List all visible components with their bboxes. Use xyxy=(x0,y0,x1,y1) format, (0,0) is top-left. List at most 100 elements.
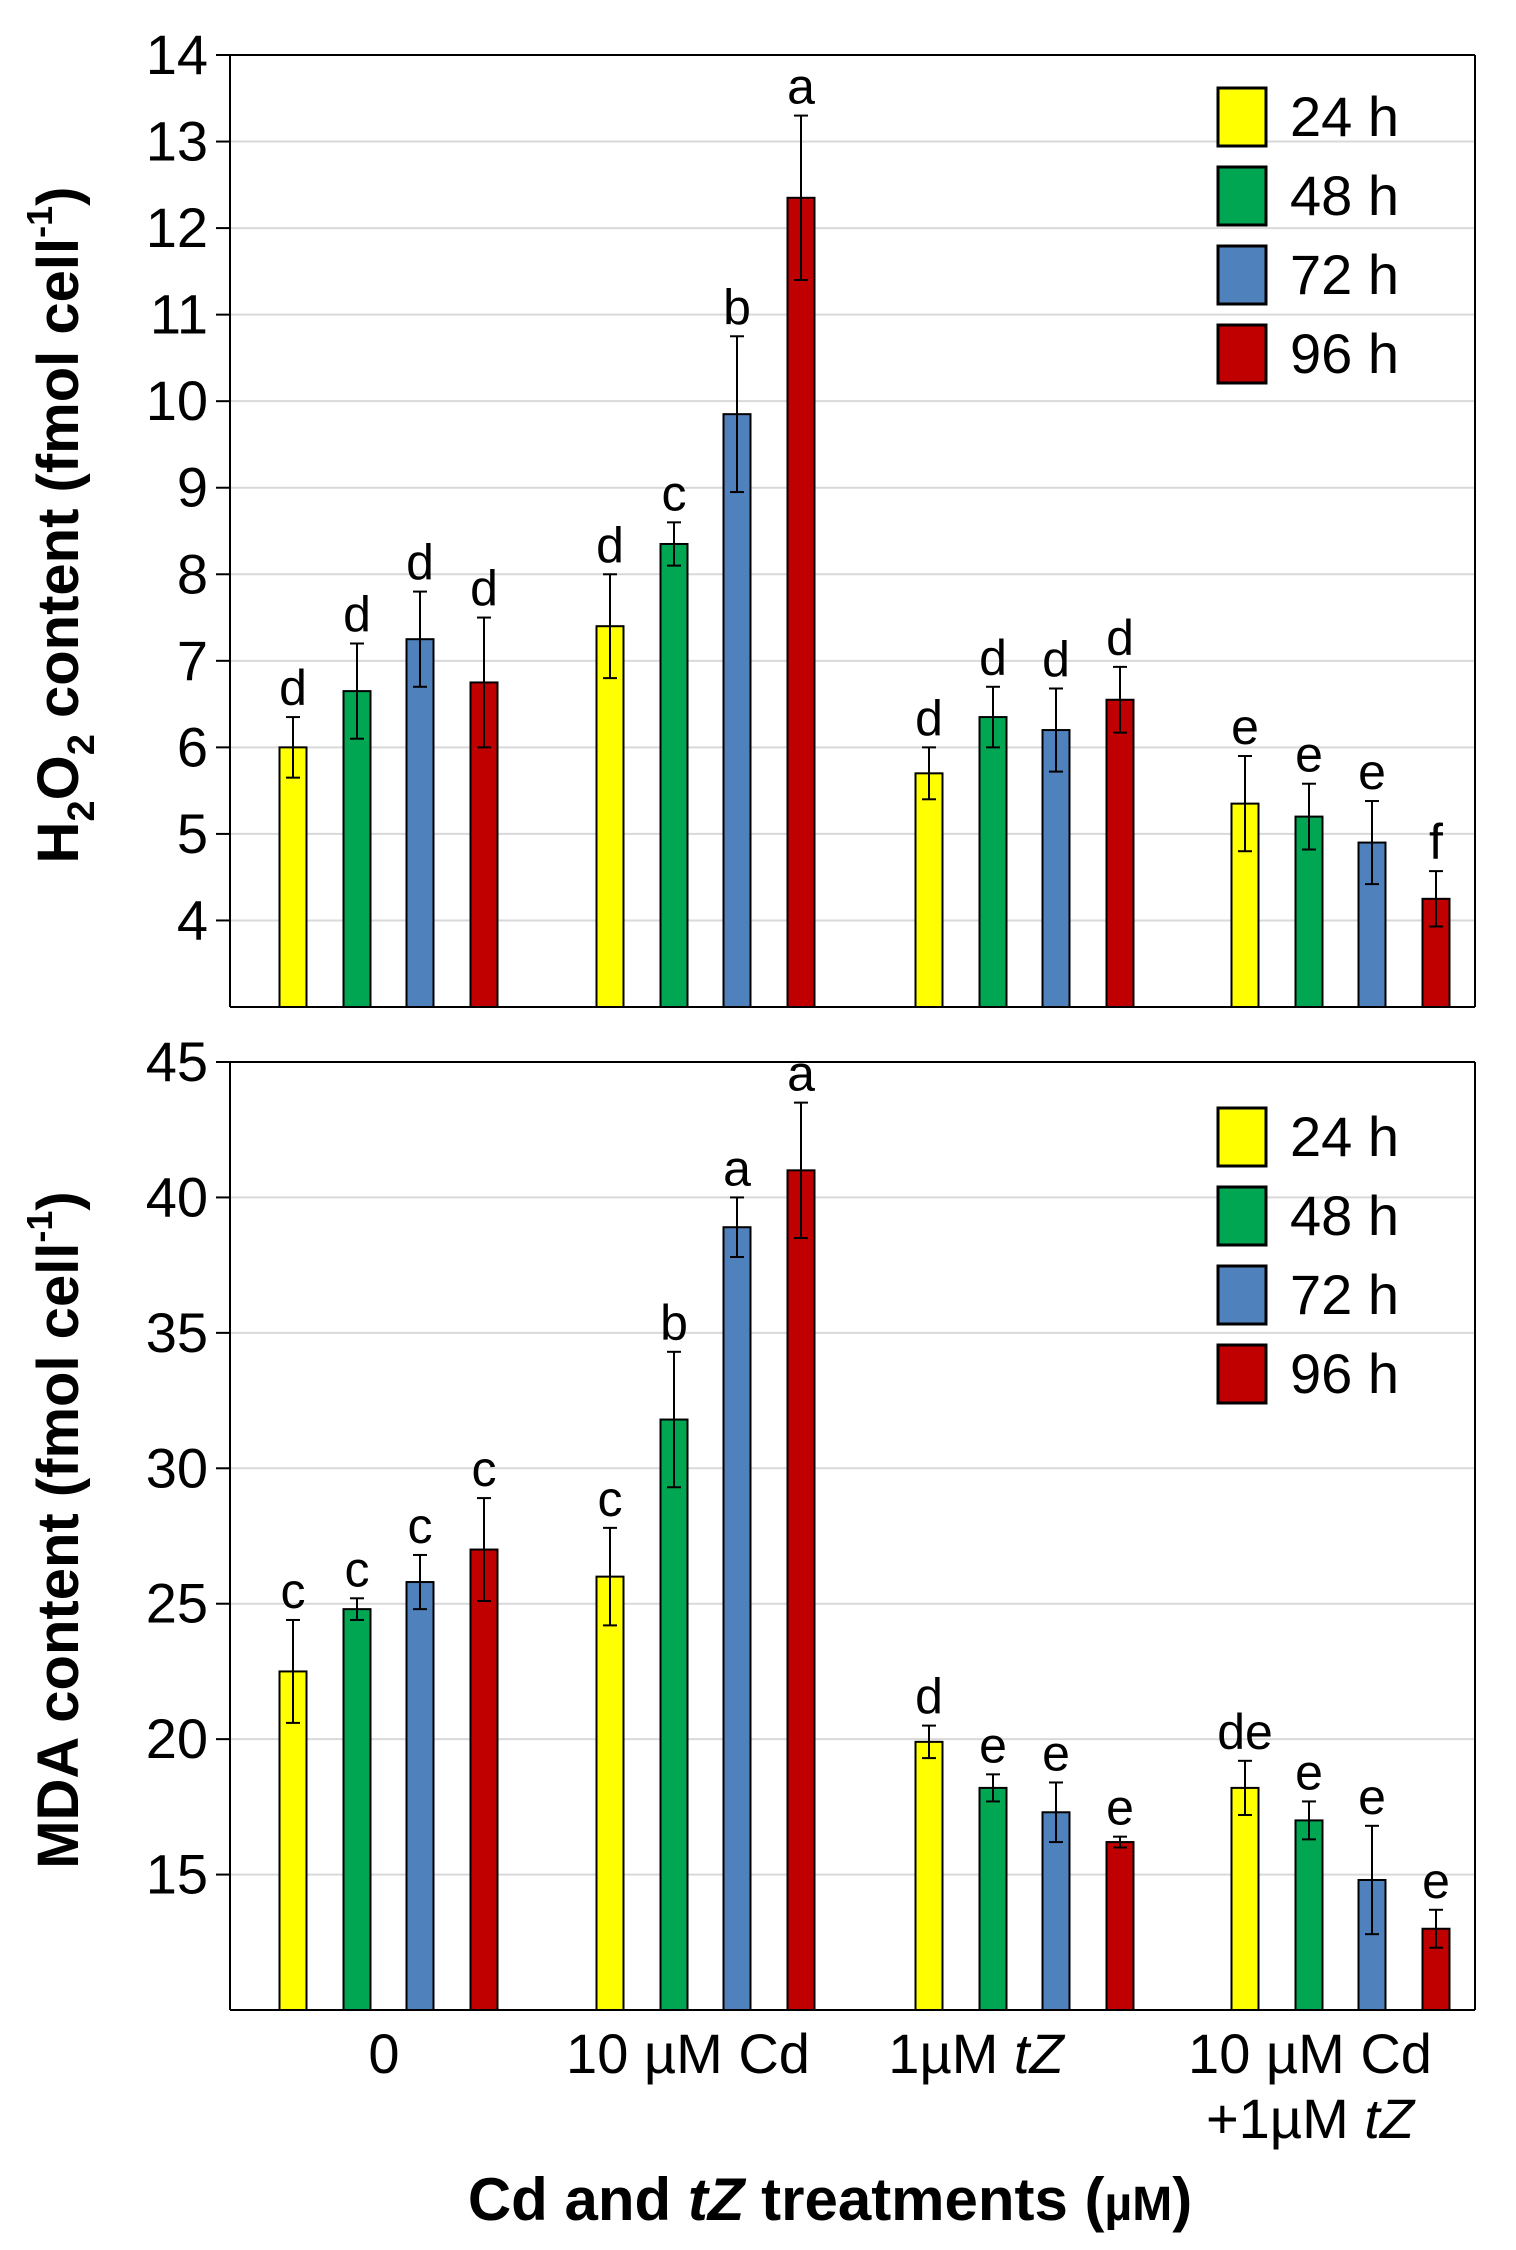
y-tick-label: 25 xyxy=(146,1572,208,1635)
significance-label: e xyxy=(1422,1853,1450,1909)
significance-label: d xyxy=(406,535,434,591)
significance-label: c xyxy=(408,1498,433,1554)
y-tick-label: 20 xyxy=(146,1707,208,1770)
significance-label: e xyxy=(1042,1725,1070,1781)
y-tick-label: 30 xyxy=(146,1436,208,1499)
significance-label: d xyxy=(1106,610,1134,666)
significance-label: e xyxy=(1295,727,1323,783)
y-tick-label: 8 xyxy=(177,542,208,605)
bar xyxy=(914,1740,944,2011)
legend-swatch xyxy=(1216,1185,1268,1247)
bar xyxy=(978,1786,1008,2011)
y-tick-label: 40 xyxy=(146,1165,208,1228)
significance-label: d xyxy=(979,630,1007,686)
y-tick-label: 11 xyxy=(150,283,208,346)
significance-label: d xyxy=(1042,632,1070,688)
bar xyxy=(342,690,372,1008)
significance-label: f xyxy=(1429,814,1443,870)
bar xyxy=(1230,1786,1260,2011)
significance-label: a xyxy=(723,1140,751,1196)
legend-swatch xyxy=(1216,244,1268,306)
category-label-3-line2: +1µM tZ xyxy=(1206,2087,1416,2150)
legend-swatch xyxy=(1216,1264,1268,1326)
bar xyxy=(278,746,308,1008)
bar xyxy=(1105,1841,1135,2012)
bar xyxy=(978,716,1008,1009)
significance-label: c xyxy=(345,1541,370,1597)
bar xyxy=(1294,1819,1324,2012)
category-label-1: 10 µM Cd xyxy=(566,2022,810,2085)
legend-label: 72 h xyxy=(1290,1263,1399,1326)
bar xyxy=(405,1581,435,2011)
bar xyxy=(595,1575,625,2011)
significance-label: c xyxy=(598,1471,623,1527)
legend-label: 48 h xyxy=(1290,1184,1399,1247)
significance-label: a xyxy=(787,59,815,115)
bar xyxy=(1041,1811,1071,2011)
legend-swatch xyxy=(1216,323,1268,385)
legend-swatch xyxy=(1216,165,1268,227)
significance-label: e xyxy=(1358,1769,1386,1825)
bar xyxy=(786,196,816,1009)
significance-label: d xyxy=(596,517,624,573)
bar xyxy=(914,772,944,1008)
y-tick-label: 14 xyxy=(146,23,208,86)
significance-label: e xyxy=(979,1717,1007,1773)
significance-label: de xyxy=(1217,1704,1273,1760)
category-label-3: 10 µM Cd xyxy=(1188,2022,1432,2085)
y-tick-label: 4 xyxy=(177,888,208,951)
significance-label: b xyxy=(723,279,751,335)
significance-label: c xyxy=(472,1441,497,1497)
legend-label: 96 h xyxy=(1290,322,1399,385)
category-label-2: 1µM tZ xyxy=(888,2022,1065,2085)
y-tick-label: 35 xyxy=(146,1301,208,1364)
bar xyxy=(722,1226,752,2012)
significance-label: e xyxy=(1106,1780,1134,1836)
significance-label: d xyxy=(915,1669,943,1725)
significance-label: b xyxy=(660,1295,688,1351)
category-label-0: 0 xyxy=(368,2022,399,2085)
y-tick-label: 6 xyxy=(177,715,208,778)
significance-label: d xyxy=(470,561,498,617)
legend-swatch xyxy=(1216,86,1268,148)
bar xyxy=(1041,729,1071,1009)
significance-label: c xyxy=(662,465,687,521)
bar xyxy=(659,542,689,1008)
bar xyxy=(278,1670,308,2012)
bar xyxy=(722,413,752,1008)
significance-label: d xyxy=(915,690,943,746)
bar xyxy=(595,625,625,1008)
bar xyxy=(342,1608,372,2012)
significance-label: c xyxy=(281,1563,306,1619)
significance-label: d xyxy=(279,660,307,716)
legend-swatch xyxy=(1216,1106,1268,1168)
y-tick-label: 5 xyxy=(177,802,208,865)
significance-label: a xyxy=(787,1046,815,1102)
legend-label: 72 h xyxy=(1290,243,1399,306)
significance-label: e xyxy=(1358,744,1386,800)
y-tick-label: 9 xyxy=(177,456,208,519)
y-tick-label: 13 xyxy=(146,110,208,173)
significance-label: d xyxy=(343,587,371,643)
bar xyxy=(786,1169,816,2012)
y-tick-label: 12 xyxy=(146,196,208,259)
legend-label: 96 h xyxy=(1290,1342,1399,1405)
bar xyxy=(405,638,435,1008)
y-tick-label: 7 xyxy=(177,629,208,692)
bar xyxy=(659,1418,689,2011)
x-axis-title: Cd and tZ treatments (µM) xyxy=(468,2166,1192,2233)
legend-label: 24 h xyxy=(1290,1105,1399,1168)
legend-label: 24 h xyxy=(1290,85,1399,148)
legend-swatch xyxy=(1216,1343,1268,1405)
significance-label: e xyxy=(1295,1744,1323,1800)
y-tick-label: 45 xyxy=(146,1030,208,1093)
bar xyxy=(1105,698,1135,1008)
bar xyxy=(469,1548,499,2011)
mda-y-axis-title: MDA content (fmol cell-1) xyxy=(19,1191,91,1869)
y-tick-label: 15 xyxy=(146,1843,208,1906)
significance-label: e xyxy=(1231,699,1259,755)
legend-label: 48 h xyxy=(1290,164,1399,227)
